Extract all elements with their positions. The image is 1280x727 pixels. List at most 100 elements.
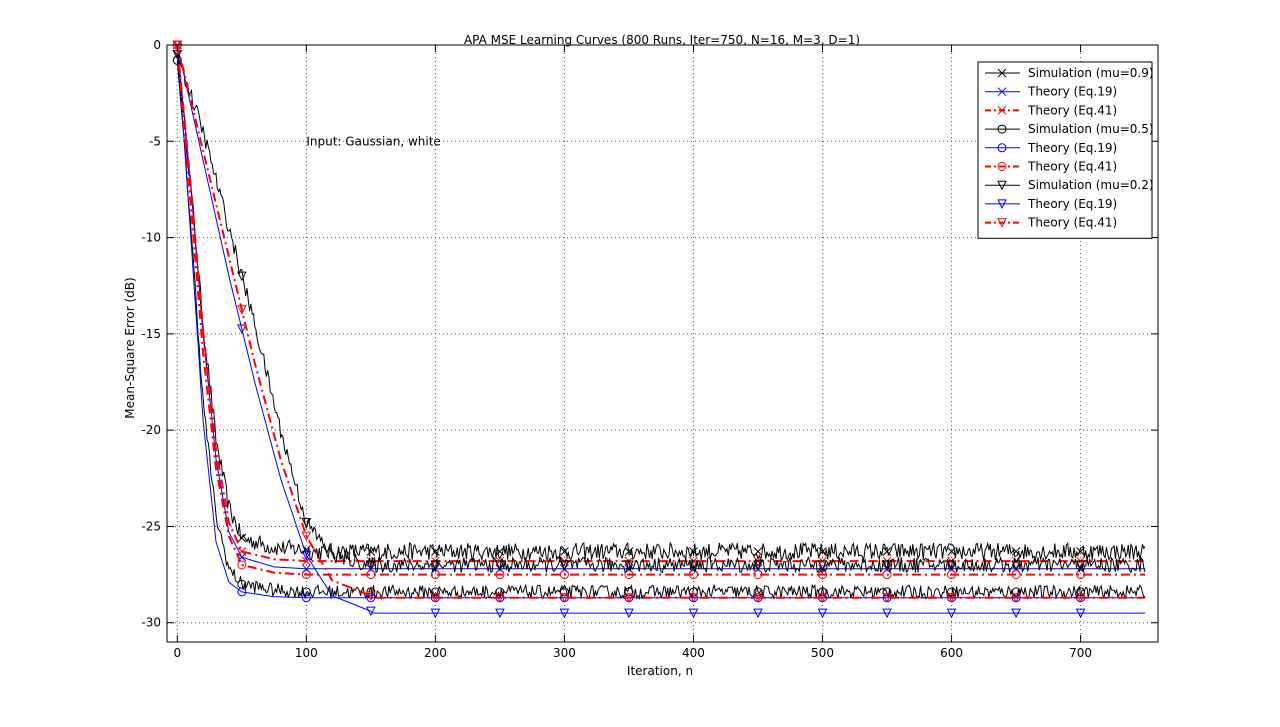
marker-x	[624, 547, 634, 556]
x-tick-label: 300	[553, 646, 576, 660]
marker-x	[947, 547, 956, 556]
chart-title: APA MSE Learning Curves (800 Runs, Iter=…	[464, 33, 860, 47]
marker-triangle	[753, 593, 763, 603]
marker-triangle	[1011, 608, 1021, 619]
marker-circle	[495, 570, 505, 580]
x-axis-label: Iteration, n	[627, 664, 693, 678]
x-tick-label: 100	[295, 646, 318, 660]
legend-label: Simulation (mu=0.9)	[1028, 66, 1154, 80]
series-7	[172, 50, 1146, 574]
marker-triangle	[882, 608, 892, 619]
series-line	[176, 54, 1146, 574]
legend: Simulation (mu=0.9) Theory (Eq.19) Theory …	[977, 61, 1154, 239]
tick-layer: 0 100 200 300 400 500 600 700 0 -5 -10 -15 -20 -25 -30	[141, 38, 1158, 660]
marker-x	[237, 547, 247, 556]
marker-x	[753, 547, 763, 556]
marker-triangle	[430, 608, 441, 619]
marker-circle	[753, 570, 763, 580]
marker-triangle	[237, 305, 247, 315]
marker-triangle	[495, 560, 505, 571]
marker-triangle	[624, 593, 634, 603]
marker-triangle	[753, 560, 763, 571]
marker-circle	[818, 587, 828, 597]
legend-item: Theory (Eq.41)	[985, 103, 1117, 117]
legend-label: Theory (Eq.19)	[1027, 197, 1117, 211]
marker-triangle	[882, 593, 892, 603]
marker-x	[818, 547, 827, 556]
marker-circle	[1011, 587, 1021, 597]
series-layer	[172, 40, 1146, 619]
marker-x	[431, 547, 440, 556]
legend-label: Simulation (mu=0.2)	[1028, 178, 1154, 192]
x-tick-label: 200	[424, 646, 447, 660]
marker-circle	[818, 570, 828, 580]
marker-x	[882, 547, 892, 556]
marker-triangle	[1075, 608, 1086, 619]
marker-triangle	[946, 608, 957, 619]
marker-circle	[172, 55, 182, 65]
legend-item: Theory (Eq.41)	[985, 160, 1117, 174]
marker-triangle	[430, 560, 441, 571]
marker-triangle	[817, 608, 828, 619]
marker-circle	[237, 587, 247, 597]
marker-circle	[366, 570, 376, 580]
series-line	[176, 44, 1146, 563]
marker-circle	[301, 593, 311, 603]
marker-circle	[366, 593, 376, 603]
marker-triangle	[1075, 593, 1086, 603]
marker-triangle	[1011, 560, 1021, 571]
y-axis-label: Mean-Square Error (dB)	[123, 277, 137, 418]
marker-triangle	[366, 591, 376, 601]
marker-triangle	[817, 560, 828, 571]
legend-label: Theory (Eq.19)	[1027, 85, 1117, 99]
marker-circle	[753, 587, 763, 597]
marker-circle	[997, 162, 1007, 171]
legend-label: Theory (Eq.41)	[1027, 216, 1117, 230]
x-tick-label: 500	[811, 646, 834, 660]
marker-circle	[624, 570, 634, 580]
legend-label: Theory (Eq.41)	[1027, 160, 1117, 174]
marker-x	[366, 547, 376, 556]
series-line	[176, 44, 1146, 614]
marker-triangle	[495, 608, 505, 619]
x-tick-label: 400	[682, 646, 705, 660]
y-tick-label: 0	[153, 38, 161, 52]
marker-triangle	[366, 606, 376, 617]
marker-circle	[688, 570, 698, 580]
marker-triangle	[301, 550, 312, 561]
series-line	[176, 44, 1146, 599]
y-tick-label: -15	[141, 327, 161, 341]
annotation-text: Input: Gaussian, white	[306, 134, 440, 148]
y-tick-label: -20	[141, 423, 161, 437]
marker-x	[997, 87, 1007, 97]
marker-triangle	[946, 560, 957, 571]
marker-circle	[559, 587, 569, 597]
marker-circle	[559, 570, 569, 580]
legend-item: Theory (Eq.19)	[985, 141, 1117, 155]
marker-triangle	[946, 593, 957, 603]
marker-triangle	[624, 608, 634, 619]
marker-circle	[301, 570, 311, 580]
series-line	[176, 54, 1146, 563]
marker-circle	[997, 143, 1007, 153]
legend-item: Theory (Eq.19)	[985, 197, 1117, 211]
marker-triangle	[997, 199, 1007, 210]
marker-circle	[237, 560, 247, 570]
marker-circle	[947, 570, 957, 580]
marker-circle	[947, 587, 957, 597]
marker-triangle	[1011, 593, 1021, 603]
marker-x	[302, 556, 311, 566]
marker-circle	[882, 587, 892, 597]
marker-triangle	[430, 593, 441, 603]
marker-triangle	[688, 593, 699, 603]
marker-circle	[997, 124, 1007, 134]
marker-x	[997, 106, 1007, 115]
y-tick-label: -25	[141, 519, 161, 533]
x-tick-label: 0	[174, 646, 182, 660]
marker-triangle	[624, 560, 634, 571]
legend-label: Theory (Eq.41)	[1027, 103, 1117, 117]
series-line	[176, 44, 1146, 576]
marker-triangle	[882, 560, 892, 571]
